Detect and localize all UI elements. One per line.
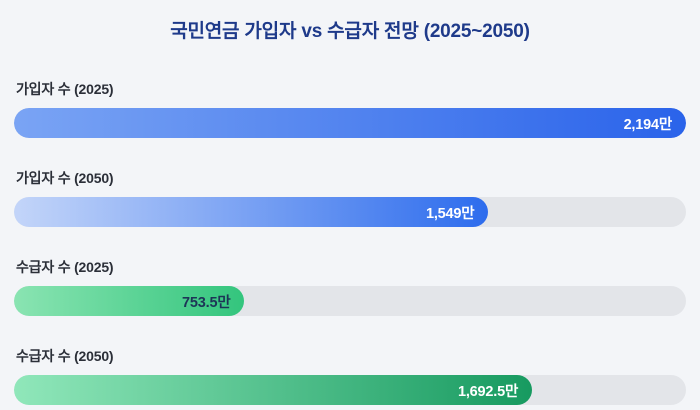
bar-fill: 753.5만: [14, 286, 245, 316]
bar-row-recipients-2050: 수급자 수 (2050) 1,692.5만: [14, 346, 686, 405]
bar-label: 가입자 수 (2025): [16, 81, 114, 97]
bar-row-recipients-2025: 수급자 수 (2025) 753.5만: [14, 257, 686, 316]
bar-label: 가입자 수 (2050): [16, 170, 114, 186]
bar-value-label: 2,194만: [623, 116, 673, 133]
bar-track: 753.5만: [14, 286, 686, 316]
bar-track: 1,549만: [14, 197, 686, 227]
chart-title: 국민연금 가입자 vs 수급자 전망 (2025~2050): [170, 21, 530, 42]
bar-row-members-2050: 가입자 수 (2050) 1,549만: [14, 168, 686, 227]
bar-row-members-2025: 가입자 수 (2025) 2,194만: [14, 79, 686, 138]
bar-value-label: 753.5만: [182, 294, 231, 311]
bar-rows: 가입자 수 (2025) 2,194만 가입자 수 (2050) 1,549만 …: [0, 79, 700, 405]
bar-fill: 1,692.5만: [14, 375, 533, 405]
bar-track: 1,692.5만: [14, 375, 686, 405]
bar-fill: 2,194만: [14, 108, 686, 138]
bar-track: 2,194만: [14, 108, 686, 138]
bar-label: 수급자 수 (2025): [16, 259, 114, 275]
bar-label: 수급자 수 (2050): [16, 348, 114, 364]
bar-value-label: 1,549만: [425, 205, 475, 222]
bar-fill: 1,549만: [14, 197, 489, 227]
bar-value-label: 1,692.5만: [457, 383, 519, 400]
